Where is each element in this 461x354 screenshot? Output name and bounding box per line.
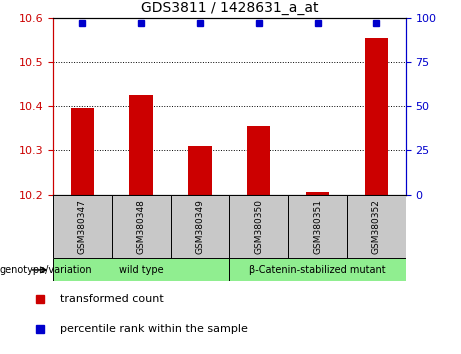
Text: percentile rank within the sample: percentile rank within the sample — [60, 324, 248, 334]
Text: GSM380347: GSM380347 — [78, 199, 87, 254]
Bar — [229, 258, 406, 281]
Bar — [247, 126, 271, 195]
Bar — [306, 193, 329, 195]
Bar — [288, 195, 347, 258]
Bar — [53, 258, 230, 281]
Text: GSM380351: GSM380351 — [313, 199, 322, 254]
Text: GSM380350: GSM380350 — [254, 199, 263, 254]
Text: transformed count: transformed count — [60, 294, 164, 304]
Bar — [229, 195, 288, 258]
Bar — [188, 146, 212, 195]
Text: wild type: wild type — [119, 265, 164, 275]
Text: GSM380349: GSM380349 — [195, 199, 205, 254]
Bar — [130, 95, 153, 195]
Text: β-Catenin-stabilized mutant: β-Catenin-stabilized mutant — [249, 265, 386, 275]
Text: genotype/variation: genotype/variation — [0, 265, 93, 275]
Text: GSM380352: GSM380352 — [372, 199, 381, 254]
Text: GSM380348: GSM380348 — [136, 199, 146, 254]
Bar — [112, 195, 171, 258]
Bar — [365, 38, 388, 195]
Bar — [347, 195, 406, 258]
Title: GDS3811 / 1428631_a_at: GDS3811 / 1428631_a_at — [141, 1, 318, 15]
Bar — [53, 195, 112, 258]
Bar — [71, 108, 94, 195]
Bar — [171, 195, 230, 258]
